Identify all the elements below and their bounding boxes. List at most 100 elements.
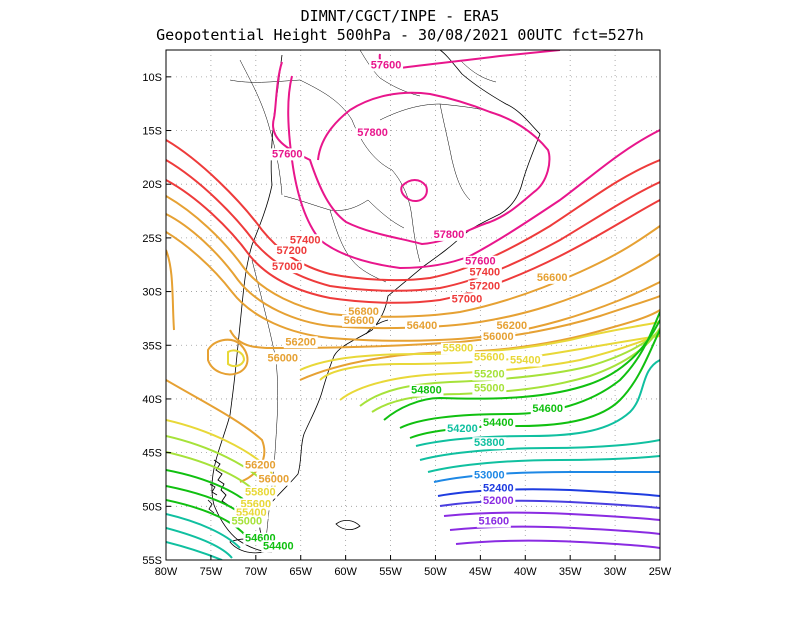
contour-label-bg: [481, 482, 516, 495]
contour-label-bg: [270, 148, 305, 161]
contour-57600: [378, 50, 561, 70]
contour-label-bg: [481, 495, 516, 508]
contour-label: 54600: [532, 403, 563, 415]
contour-label: 56400: [407, 320, 438, 332]
lon-tick-label: 75W: [200, 566, 223, 578]
axis-ticks: 80W 75W 70W 65W 60W 55W 50W 45W 40W 35W 30W 25W 10S 1…: [142, 72, 672, 578]
lat-tick-label: 20S: [142, 179, 162, 191]
contour-label-bg: [449, 293, 484, 306]
lat-tick-label: 15S: [142, 126, 162, 138]
contour-label: 56000: [483, 331, 514, 343]
contour-51800: [449, 525, 660, 535]
contour-label: 57400: [290, 234, 321, 246]
contour-56600: [166, 213, 660, 330]
contour-label-bg: [472, 382, 507, 395]
contour-label-bg: [256, 473, 291, 486]
contour-label: 54800: [411, 385, 442, 397]
contour-label: 54200: [447, 423, 478, 435]
contour-label-bg: [481, 416, 516, 429]
contour-53400: [166, 455, 660, 560]
contour-57800: [272, 61, 551, 246]
contour-label: 55000: [232, 516, 263, 528]
contour-label: 56200: [285, 336, 316, 348]
contour-label: 56000: [258, 474, 289, 486]
contour-label: 57800: [434, 229, 465, 241]
contour-54200: [166, 359, 660, 549]
lat-tick-label: 55S: [142, 555, 162, 567]
contour-label-bg: [288, 234, 323, 247]
lon-tick-label: 80W: [155, 566, 178, 578]
contour-label-bg: [283, 336, 318, 349]
contour-label-bg: [476, 515, 511, 528]
contour-label-bg: [243, 486, 278, 499]
contour-52200: [439, 499, 660, 509]
contour-label-bg: [243, 459, 278, 472]
contour-57200: [166, 159, 660, 292]
contour-label-bg: [404, 320, 439, 333]
contour-label-bg: [472, 437, 507, 450]
contour-52000: [443, 511, 660, 521]
contour-label-bg: [265, 352, 300, 365]
lat-tick-label: 35S: [142, 340, 162, 352]
lon-tick-label: 35W: [559, 566, 582, 578]
map-title: DIMNT/CGCT/INPE - ERA5: [300, 7, 500, 25]
contour-label-bg: [481, 330, 516, 343]
contour-label-bg: [431, 228, 466, 241]
contour-57400: [166, 139, 660, 282]
contour-label-bg: [369, 59, 404, 72]
contour-label-bg: [342, 314, 377, 327]
contour-53800: [166, 439, 660, 559]
contour-label: 54400: [263, 540, 294, 552]
lat-tick-label: 45S: [142, 448, 162, 460]
contour-label: 57800: [357, 127, 388, 139]
contour-label: 57200: [276, 245, 307, 257]
contour-57000: [166, 179, 660, 304]
contour-label: 56600: [344, 315, 375, 327]
lon-tick-label: 40W: [514, 566, 537, 578]
contour-label-bg: [494, 320, 529, 333]
contour-label: 56200: [245, 460, 276, 472]
lat-tick-label: 50S: [142, 501, 162, 513]
contour-label: 54400: [483, 417, 514, 429]
contour-56400: [166, 231, 660, 342]
contour-56200: [166, 249, 660, 350]
contour-label: 57600: [465, 256, 496, 268]
geopotential-contours: [166, 50, 660, 560]
contour-label-bg: [472, 368, 507, 381]
contour-label: 55400: [510, 355, 541, 367]
contour-label: 55200: [474, 368, 505, 380]
contour-label: 52400: [483, 482, 514, 494]
lon-tick-label: 25W: [649, 566, 672, 578]
contour-label: 57600: [371, 59, 402, 71]
lon-tick-label: 55W: [379, 566, 402, 578]
contour-label-bg: [229, 515, 264, 528]
lat-tick-label: 30S: [142, 287, 162, 299]
contour-label-bg: [261, 540, 296, 553]
contour-labels: 5760057800576005780057600574005740057200…: [229, 59, 570, 553]
map-subtitle: Geopotential Height 500hPa - 30/08/2021 …: [156, 26, 644, 44]
contour-label-bg: [535, 271, 570, 284]
contour-label-bg: [274, 245, 309, 257]
contour-label: 57200: [470, 280, 501, 292]
contour-label-bg: [270, 261, 305, 274]
contour-label-bg: [355, 126, 390, 139]
contour-label-bg: [467, 280, 502, 293]
contour-label: 55800: [245, 487, 276, 499]
lon-tick-label: 45W: [469, 566, 492, 578]
contour-label: 53800: [474, 437, 505, 449]
contour-label-bg: [463, 255, 498, 268]
contour-label: 57400: [470, 266, 501, 278]
contour-label: 52000: [483, 495, 514, 507]
contour-53000: [433, 470, 660, 483]
contour-57600-b: [287, 75, 660, 270]
contour-label-bg: [472, 469, 507, 482]
contour-label-bg: [508, 354, 543, 367]
contour-label: 56600: [537, 272, 568, 284]
lon-tick-label: 50W: [424, 566, 447, 578]
contour-label-bg: [530, 402, 565, 415]
plot-frame: [165, 49, 661, 561]
contour-57800-inner: [400, 179, 428, 202]
lon-tick-label: 30W: [604, 566, 627, 578]
lat-tick-label: 25S: [142, 233, 162, 245]
